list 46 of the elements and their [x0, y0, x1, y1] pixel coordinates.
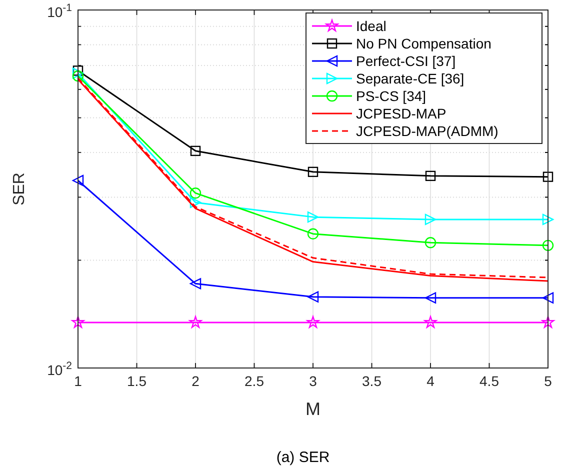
legend-label: Separate-CE [36]: [356, 70, 464, 86]
point: [424, 237, 436, 248]
x-tick-label: 2: [192, 372, 200, 389]
x-tick-label: 5: [544, 372, 552, 389]
legend-label: JCPESD-MAP(ADMM): [356, 123, 498, 139]
x-tick-label: 2.5: [244, 372, 264, 389]
point: [190, 278, 202, 290]
point: [72, 174, 84, 186]
point: [190, 146, 201, 156]
point: [72, 68, 84, 79]
point: [307, 211, 319, 223]
y-tick-label: 10$^{-2}$: [47, 360, 72, 378]
point: [72, 316, 84, 328]
point: [424, 316, 437, 328]
point: [189, 316, 202, 328]
x-tick-label: 3.5: [362, 372, 382, 389]
point: [72, 66, 84, 76]
x-tick-label: 3: [309, 372, 318, 389]
x-tick-label: 4: [426, 372, 435, 389]
point: [307, 291, 319, 302]
point: [542, 292, 554, 304]
x-tick-label: 1.5: [127, 372, 147, 389]
point: [424, 214, 436, 226]
x-tick-label: 1: [74, 372, 82, 389]
y-tick-label: 10$^{-1}$: [47, 2, 72, 20]
point: [542, 240, 554, 252]
point: [308, 166, 318, 177]
point: [542, 214, 554, 226]
point: [542, 172, 554, 182]
legend-label: PS-CS [34]: [356, 88, 426, 104]
legend-label: No PN Compensation: [356, 36, 492, 52]
point: [190, 188, 202, 199]
x-tick-label: 4.5: [480, 372, 500, 389]
legend-label: Perfect-CSI [37]: [356, 53, 456, 69]
legend-label: JCPESD-MAP: [356, 106, 446, 122]
point: [190, 196, 202, 208]
point: [306, 316, 320, 328]
x-axis-title: M: [306, 399, 320, 419]
point: [425, 170, 436, 182]
y-axis-title: SER: [11, 172, 28, 206]
point: [542, 316, 554, 328]
point: [72, 70, 84, 82]
text: (a) SER: [276, 449, 330, 466]
point: [424, 292, 436, 304]
point: [307, 228, 319, 240]
legend-label: Ideal: [356, 18, 386, 34]
